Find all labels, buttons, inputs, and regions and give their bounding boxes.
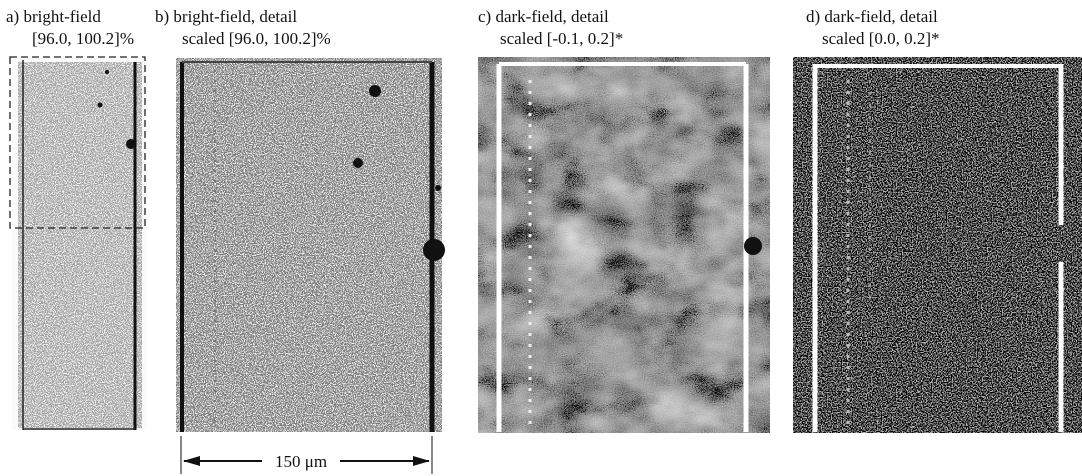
speckle: [793, 57, 1082, 433]
particle: [126, 139, 136, 149]
particle: [105, 70, 109, 74]
panel-a-range: [96.0, 100.2]%: [32, 29, 134, 48]
arrowhead: [183, 456, 200, 466]
panel-c-range: scaled [-0.1, 0.2]*: [500, 29, 623, 48]
detail-box: [9, 56, 146, 229]
scale-bar: 150 μm: [180, 436, 433, 474]
speckle: [18, 62, 142, 428]
texture: [478, 57, 770, 433]
panel-a-label: a) bright-field: [6, 7, 101, 26]
particle: [369, 85, 381, 97]
panel-b-range: scaled [96.0, 100.2]%: [182, 29, 331, 48]
panel-d-range: scaled [0.0, 0.2]*: [822, 29, 940, 48]
panel-b-label: b) bright-field, detail: [155, 7, 297, 26]
panel-b-image: [176, 58, 445, 432]
particle: [744, 237, 762, 255]
particle: [423, 239, 445, 261]
panel-c-image: [478, 57, 770, 433]
particle: [353, 158, 363, 168]
panel-labels: a) bright-field [96.0, 100.2]% b) bright…: [6, 7, 940, 48]
particle: [97, 102, 103, 108]
panel-c-label: c) dark-field, detail: [478, 7, 609, 26]
panel-d-label: d) dark-field, detail: [806, 7, 938, 26]
speckle: [176, 58, 442, 432]
scale-label: 150 μm: [275, 452, 327, 471]
panel-a-image: [9, 56, 146, 430]
panel-d-image: [793, 57, 1082, 433]
arrowhead: [413, 456, 430, 466]
particle: [435, 185, 441, 191]
